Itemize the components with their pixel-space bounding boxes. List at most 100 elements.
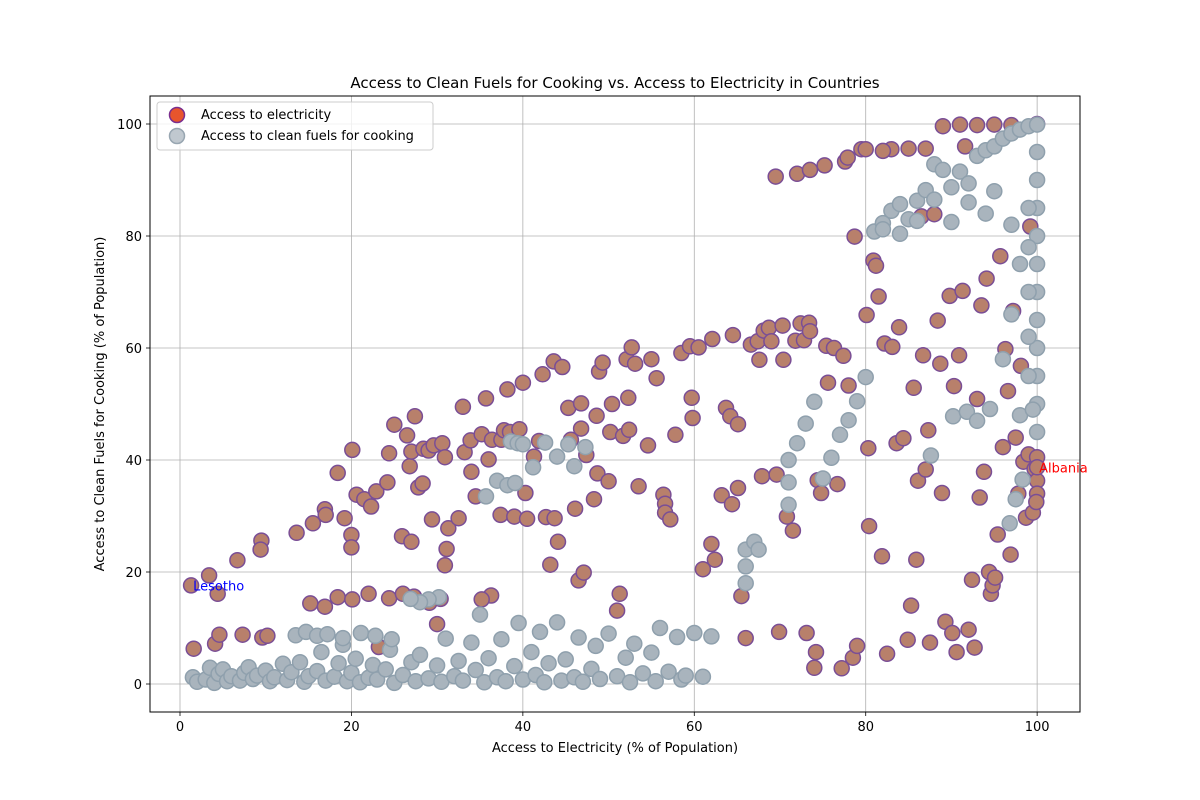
clean-fuels-point (908, 192, 926, 209)
electricity-point (211, 626, 228, 643)
clean-fuels-point (506, 657, 523, 675)
electricity-point (770, 623, 788, 641)
clean-fuels-point (737, 574, 754, 592)
electricity-point (729, 415, 747, 433)
electricity-point (304, 515, 322, 532)
electricity-point (1028, 459, 1046, 476)
clean-fuels-point (1028, 255, 1046, 273)
electricity-point (966, 639, 983, 656)
clean-fuels-point (587, 637, 604, 655)
electricity-point (846, 228, 863, 245)
electricity-point (768, 466, 785, 483)
electricity-point (623, 339, 640, 356)
clean-fuels-point (523, 643, 540, 661)
legend: Access to electricity Access to clean fu… (156, 101, 434, 151)
legend-box (156, 101, 434, 151)
clean-fuels-point (806, 393, 823, 411)
electricity-point (992, 247, 1009, 265)
electricity-point (229, 551, 246, 569)
clean-fuels-point (497, 672, 514, 690)
clean-fuels-point (402, 590, 419, 608)
electricity-point (713, 487, 730, 504)
clean-fuels-point (944, 408, 962, 425)
electricity-point (703, 535, 720, 553)
electricity-point (909, 472, 927, 489)
clean-fuels-point (1014, 471, 1031, 488)
electricity-point (336, 509, 353, 527)
annotations: Lesotho Albania (193, 461, 1088, 594)
clean-fuels-point (1028, 227, 1046, 245)
clean-fuels-point (643, 644, 660, 661)
axis-ticks: 0 20 40 60 80 100 0 20 40 60 80 100 (117, 118, 1049, 735)
electricity-point (566, 500, 584, 517)
clean-fuels-point (531, 623, 549, 641)
y-tick-label: 0 (134, 678, 142, 693)
electricity-point (288, 524, 305, 542)
electricity-point (899, 631, 916, 649)
x-tick-label: 40 (515, 720, 532, 735)
electricity-point (643, 350, 660, 368)
clean-fuels-point (514, 436, 532, 453)
annotation-albania: Albania (1039, 461, 1088, 476)
electricity-point (517, 484, 534, 502)
clean-fuels-point (1028, 143, 1046, 161)
electricity-point (960, 621, 977, 638)
y-tick-label: 20 (125, 566, 142, 581)
clean-fuels-point (788, 434, 806, 452)
clean-fuels-point (848, 392, 866, 410)
clean-fuels-point (480, 649, 497, 667)
electricity-point (760, 319, 778, 337)
electricity-point (798, 624, 815, 642)
electricity-point (1007, 429, 1024, 446)
electricity-point (956, 138, 974, 155)
electricity-point (874, 142, 892, 160)
electricity-point (986, 569, 1004, 586)
clean-fuels-point (1003, 306, 1020, 323)
electricity-point (971, 489, 988, 506)
electricity-point (554, 358, 571, 376)
electricity-point (368, 483, 385, 500)
clean-fuels-point (524, 459, 542, 476)
clean-fuels-point (823, 449, 840, 467)
clean-fuels-point (1020, 283, 1037, 301)
clean-fuels-point (591, 670, 609, 688)
electricity-point (185, 640, 202, 657)
electricity-point (835, 347, 852, 365)
y-axis-label: Access to Clean Fuels for Cooking (% of … (93, 237, 108, 572)
electricity-point (549, 533, 567, 551)
clean-fuels-point (560, 436, 577, 453)
electricity-point (870, 288, 887, 305)
electricity-point (428, 615, 446, 633)
electricity-point (454, 398, 472, 416)
electricity-point (379, 474, 396, 491)
clean-fuels-point (428, 657, 446, 674)
clean-fuels-point (617, 649, 634, 666)
legend-label-clean-fuels: Access to clean fuels for cooking (201, 129, 414, 144)
electricity-point (934, 117, 952, 135)
electricity-point (608, 602, 626, 619)
clean-fuels-point (874, 221, 892, 238)
clean-fuels-point (600, 625, 617, 642)
electricity-point (343, 539, 360, 556)
electricity-point (926, 205, 943, 223)
electricity-point (344, 591, 361, 608)
electricity-point (767, 168, 784, 185)
axes-frame (149, 95, 1081, 713)
electricity-point (812, 484, 830, 502)
electricity-point (603, 395, 621, 413)
clean-fuels-point (797, 415, 814, 432)
clean-fuels-point (557, 651, 574, 668)
electricity-point (423, 511, 441, 528)
clean-fuels-point (536, 674, 553, 691)
electricity-point (600, 473, 617, 490)
electricity-point (518, 510, 536, 528)
electricity-point (884, 338, 901, 356)
clean-fuels-point (450, 652, 467, 670)
electricity-point (585, 490, 603, 508)
electricity-point (477, 390, 495, 407)
electricity-point (840, 377, 857, 394)
clean-fuels-point (626, 635, 643, 652)
electricity-point (1028, 493, 1045, 511)
electricity-point (575, 564, 592, 581)
